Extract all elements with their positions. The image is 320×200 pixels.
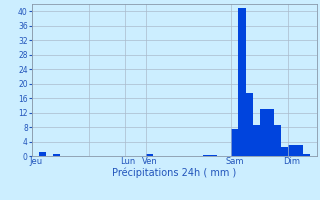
Bar	[238, 8, 246, 156]
Bar	[146, 154, 153, 156]
Bar	[303, 154, 310, 156]
Bar	[246, 93, 253, 156]
Bar	[231, 129, 238, 156]
Bar	[203, 155, 210, 156]
Bar	[295, 145, 303, 156]
Bar	[260, 109, 267, 156]
Bar	[267, 109, 274, 156]
Bar	[274, 125, 281, 156]
Bar	[39, 152, 46, 156]
Bar	[281, 147, 288, 156]
Bar	[288, 145, 295, 156]
Bar	[210, 155, 217, 156]
Bar	[253, 125, 260, 156]
Bar	[53, 154, 60, 156]
X-axis label: Précipitations 24h ( mm ): Précipitations 24h ( mm )	[112, 168, 236, 178]
